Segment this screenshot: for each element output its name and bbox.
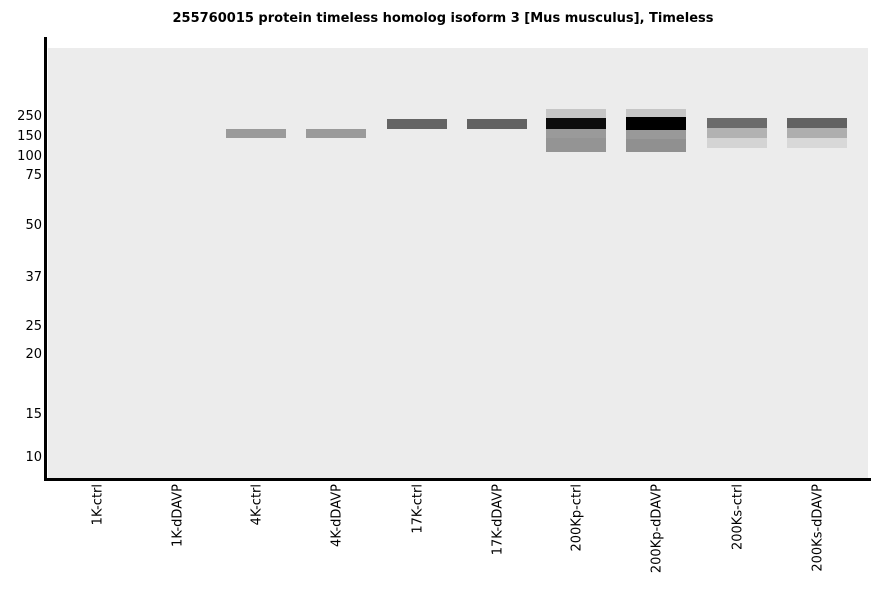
blot-band [467,119,527,129]
blot-band [626,130,686,139]
blot-band [707,128,767,138]
blot-band [226,129,286,138]
y-tick-label: 37 [25,270,42,285]
y-axis-line [44,37,47,481]
y-tick-label: 15 [25,407,42,422]
lane-label: 4K-dDAVP [329,484,345,547]
blot-band [787,138,847,148]
blot-band [546,138,606,152]
lane-label: 1K-dDAVP [170,484,186,547]
y-tick-label: 100 [17,149,42,164]
blot-band [787,118,847,128]
blot-band [707,138,767,148]
lane-label: 200Kp-ctrl [569,484,585,552]
blot-band [546,109,606,118]
blot-band [787,128,847,138]
blot-band [626,109,686,117]
y-tick-label: 150 [17,129,42,144]
blot-band [626,117,686,130]
blot-band [626,139,686,152]
y-tick-label: 75 [25,168,42,183]
blot-band [387,119,447,129]
blot-band [546,118,606,129]
lane-label: 200Ks-ctrl [730,484,746,551]
y-tick-label: 50 [25,218,42,233]
lane-label: 17K-ctrl [410,484,426,534]
y-tick-label: 250 [17,109,42,124]
lane-label: 17K-dDAVP [490,484,506,556]
chart-title: 255760015 protein timeless homolog isofo… [172,11,714,26]
y-tick-label: 25 [25,319,42,334]
lane-label: 200Kp-dDAVP [649,484,665,574]
plot-area [48,48,868,478]
lane-label: 4K-ctrl [249,484,265,526]
blot-band [546,129,606,138]
x-axis-line [44,478,871,481]
y-tick-label: 20 [25,347,42,362]
blot-band [707,118,767,128]
lane-label: 1K-ctrl [90,484,106,526]
y-tick-label: 10 [25,450,42,465]
lane-label: 200Ks-dDAVP [810,484,826,572]
blot-band [306,129,366,138]
